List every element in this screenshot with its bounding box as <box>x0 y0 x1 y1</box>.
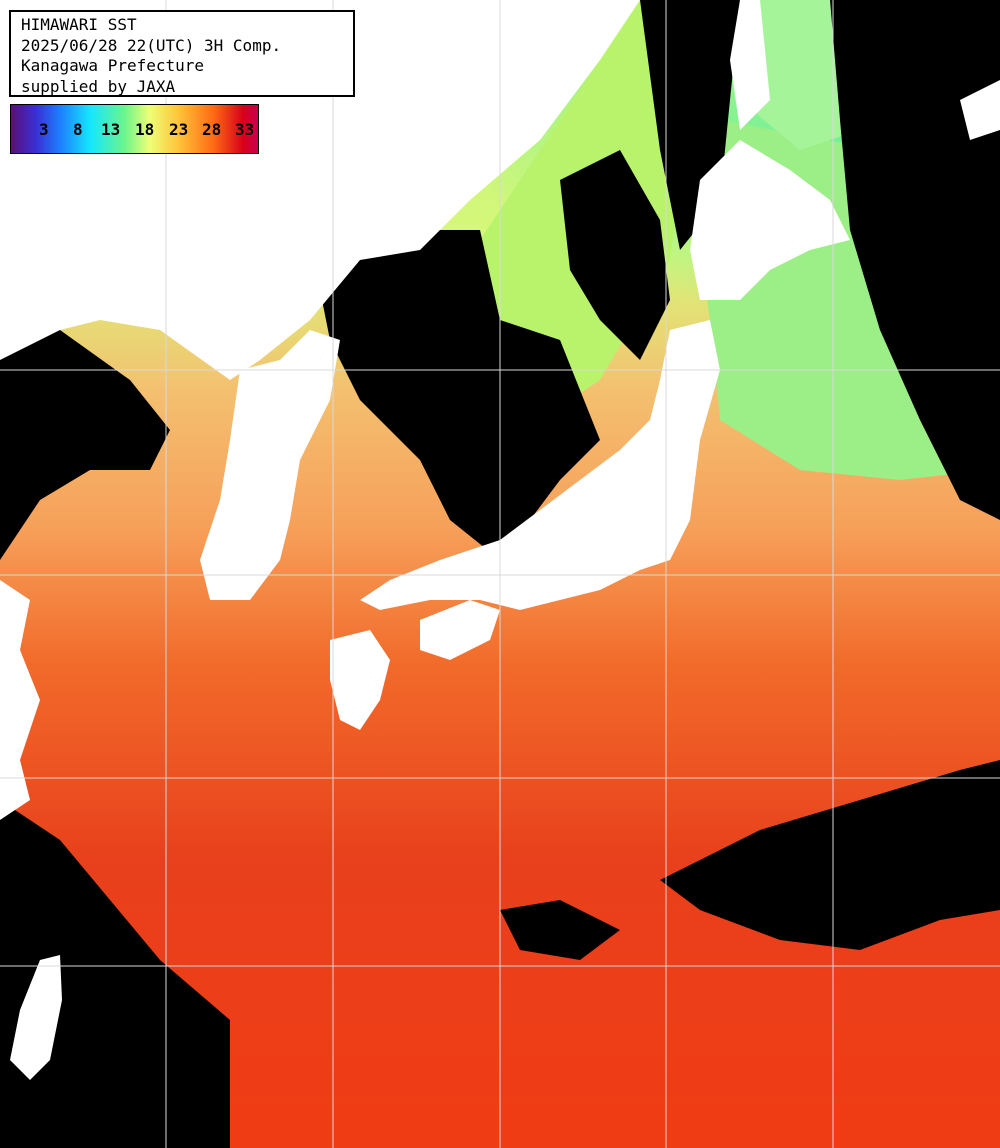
datetime-line: 2025/06/28 22(UTC) 3H Comp. <box>21 35 282 55</box>
okhotsk-water <box>740 0 860 150</box>
cloud-sea-of-japan <box>320 230 600 560</box>
title-line: HIMAWARI SST <box>21 15 137 34</box>
color-scale-legend: 3 8 13 18 23 28 33 <box>10 104 259 154</box>
land-kamchatka-tip <box>960 80 1000 140</box>
cloud-northeast <box>830 0 1000 520</box>
land-hokkaido <box>690 140 850 300</box>
land-honshu <box>360 320 720 610</box>
legend-tick: 23 <box>169 120 189 139</box>
land-taiwan <box>10 955 62 1080</box>
info-box: HIMAWARI SST 2025/06/28 22(UTC) 3H Comp.… <box>9 10 355 97</box>
region-line: Kanagawa Prefecture <box>21 56 205 75</box>
legend-tick: 8 <box>73 120 83 139</box>
cloud-south-west <box>0 800 230 1148</box>
land-korean-peninsula <box>200 330 340 600</box>
legend-tick: 28 <box>202 120 222 139</box>
land-china-south-coast <box>0 580 40 820</box>
credit-line: supplied by JAXA <box>21 76 176 96</box>
land-kyushu <box>330 630 390 730</box>
cloud-west-coast <box>0 330 170 560</box>
legend-tick: 33 <box>235 120 255 139</box>
land-shikoku <box>420 600 500 660</box>
legend-tick: 18 <box>135 120 155 139</box>
legend-tick: 3 <box>39 120 49 139</box>
cloud-south-patch <box>500 900 620 960</box>
land-sakhalin <box>730 0 770 130</box>
cloud-sea-of-japan-north <box>560 150 670 360</box>
cloud-pacific-band <box>660 760 1000 950</box>
legend-tick: 13 <box>101 120 121 139</box>
